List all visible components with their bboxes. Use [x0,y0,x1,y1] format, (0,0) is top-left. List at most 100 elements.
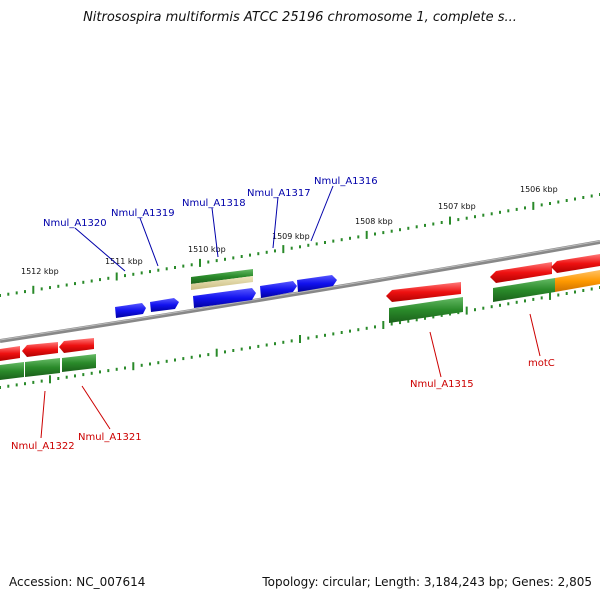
minor-tick [515,300,518,304]
gene-label-motc[interactable]: motC [528,358,555,369]
gene-feature[interactable] [260,281,297,298]
minor-tick [274,249,276,253]
gene-label-nmul-a1319[interactable]: Nmul_A1319 [111,208,175,219]
minor-tick [432,222,435,226]
minor-tick [57,284,60,288]
minor-tick [482,213,485,217]
minor-tick [532,297,535,301]
gene-label-nmul-a1322[interactable]: Nmul_A1322 [11,441,75,452]
minor-tick [315,335,318,339]
minor-tick [65,283,68,287]
ruler-labels: 1506 kbp 1507 kbp 1508 kbp 1509 kbp 1510… [21,185,558,276]
gene-label-nmul-a1316[interactable]: Nmul_A1316 [314,176,378,187]
minor-tick [257,344,260,348]
major-tick [465,306,468,315]
minor-tick [515,207,518,211]
gene-feature[interactable] [115,303,146,318]
minor-tick [457,218,460,222]
leader-line [139,217,159,267]
minor-tick [99,370,101,374]
minor-tick [190,355,193,359]
gene-feature[interactable] [555,270,600,292]
minor-tick [357,328,360,332]
minor-tick [440,313,443,317]
major-tick [115,272,118,281]
ruler-label: 1512 kbp [21,267,59,276]
minor-tick [315,242,318,246]
minor-tick [157,361,160,365]
ruler-ticks-upper [0,193,600,297]
minor-tick [365,326,368,330]
gene-label-nmul-a1315[interactable]: Nmul_A1315 [410,379,474,390]
minor-tick [182,357,185,361]
leader-line [81,385,111,430]
minor-tick [90,371,93,375]
gene-label-nmul-a1318[interactable]: Nmul_A1318 [182,198,246,209]
minor-tick [207,353,210,357]
minor-tick [574,290,576,294]
leader-line [272,196,279,249]
minor-tick [265,250,268,254]
major-tick [299,335,301,343]
reverse-genes [0,254,600,380]
minor-tick [340,238,343,242]
minor-tick [449,312,451,316]
minor-tick [382,231,385,235]
minor-tick [140,363,143,367]
minor-tick [332,239,335,243]
gene-feature[interactable] [551,254,600,273]
gene-feature[interactable] [386,282,461,302]
minor-tick [90,279,93,283]
minor-tick [232,256,235,260]
gene-feature[interactable] [297,275,337,292]
gene-feature[interactable] [150,298,179,312]
minor-tick [132,272,135,276]
ruler-label: 1511 kbp [105,257,143,266]
chromosome-backbone-highlight [0,240,600,341]
minor-tick [540,296,543,300]
ruler-ticks-lower [0,286,600,389]
minor-tick [174,358,176,362]
gene-feature[interactable] [59,338,94,353]
gene-label-nmul-a1320[interactable]: Nmul_A1320 [43,218,107,229]
leader-line [310,185,334,242]
minor-tick [332,332,335,336]
gene-feature[interactable] [191,276,253,290]
gene-feature[interactable] [389,297,463,323]
minor-tick [232,349,235,352]
gene-feature[interactable] [490,262,552,283]
minor-tick [290,246,293,250]
gene-feature[interactable] [22,342,58,357]
minor-tick [257,252,260,256]
gene-feature[interactable] [191,269,253,284]
minor-tick [157,268,160,272]
minor-tick [424,223,426,227]
leader-line [211,207,219,258]
minor-tick [407,319,410,323]
minor-tick [149,270,151,274]
minor-tick [340,331,343,334]
gene-feature[interactable] [493,278,555,302]
minor-tick [182,264,185,268]
gene-feature[interactable] [62,354,96,372]
minor-tick [165,359,168,363]
minor-tick [282,340,285,344]
minor-tick [415,225,418,229]
minor-tick [290,339,293,343]
gene-feature[interactable] [193,288,256,308]
gene-feature[interactable] [0,362,24,380]
minor-tick [7,384,10,388]
major-tick [382,321,385,329]
gene-label-nmul-a1321[interactable]: Nmul_A1321 [78,432,142,443]
major-tick [532,201,535,210]
minor-tick [507,209,510,213]
gene-feature[interactable] [25,358,60,377]
minor-tick [590,287,593,291]
minor-tick [349,236,351,240]
minor-tick [482,306,485,310]
gene-label-nmul-a1317[interactable]: Nmul_A1317 [247,188,311,199]
minor-tick [390,229,393,233]
reverse-label-leaders [40,313,541,439]
minor-tick [265,343,268,347]
gene-feature[interactable] [0,346,20,361]
